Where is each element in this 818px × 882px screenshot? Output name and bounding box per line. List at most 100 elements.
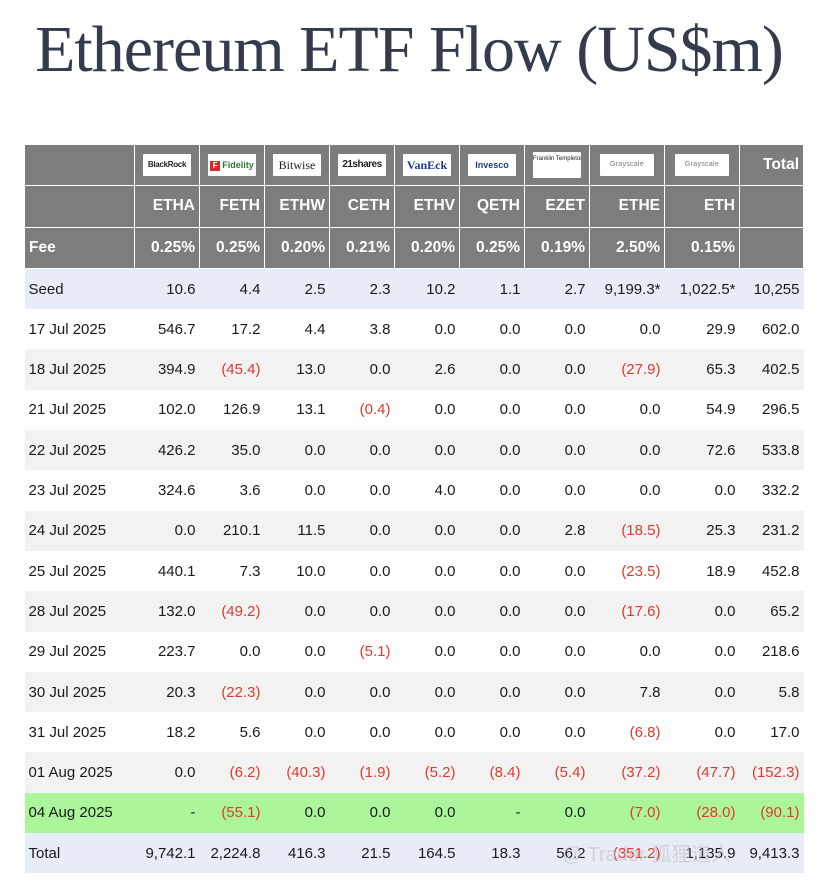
flow-cell: 440.1 (134, 550, 200, 592)
flow-cell: (37.2) (589, 752, 665, 793)
flow-cell: 10.0 (264, 550, 330, 592)
flow-cell: 0.0 (264, 591, 330, 632)
flow-cell: 0.0 (264, 470, 330, 511)
flow-cell: 324.6 (134, 470, 200, 511)
table-row: 28 Jul 2025 132.0 (49.2) 0.0 0.0 0.0 0.0 0.0 (17… (24, 591, 804, 632)
flow-cell: 0.0 (394, 389, 460, 431)
flow-cell: 0.0 (459, 389, 525, 431)
ticker-header: ETHW (264, 185, 330, 228)
row-label: Seed (24, 268, 135, 310)
table-row: 29 Jul 2025 223.7 0.0 0.0 (5.1) 0.0 0.0 0.0 0.0 0… (24, 631, 804, 672)
flow-cell: (6.2) (199, 752, 265, 793)
row-label: 30 Jul 2025 (24, 671, 135, 713)
flow-cell: 0.0 (394, 591, 460, 632)
flow-cell: 0.0 (524, 792, 590, 834)
flow-cell: 0.0 (459, 712, 525, 753)
flow-cell: (22.3) (199, 671, 265, 713)
flow-cell: 35.0 (199, 430, 265, 471)
flow-table-body: Seed 10.6 4.4 2.5 2.3 10.2 1.1 2.7 9,199.3* 1,022… (24, 268, 804, 874)
ticker-row: ETHA FETH ETHW CETH ETHV QETH EZET ETHE ETH (24, 185, 804, 228)
flow-cell: 4.4 (264, 309, 330, 350)
flow-cell: 20.3 (134, 671, 200, 713)
ticker-corner-cell (24, 185, 135, 228)
flow-cell: 0.0 (459, 309, 525, 350)
flow-cell: 5.6 (199, 712, 265, 753)
row-label: 18 Jul 2025 (24, 349, 135, 390)
flow-cell: 0.0 (264, 792, 330, 834)
flow-cell: 0.0 (664, 671, 740, 713)
table-row: 17 Jul 2025 546.7 17.2 4.4 3.8 0.0 0.0 0.0 0.0 29… (24, 309, 804, 350)
flow-cell: 13.1 (264, 389, 330, 431)
flow-cell: 0.0 (394, 510, 460, 551)
row-total-cell: 65.2 (739, 591, 804, 632)
flow-cell: (49.2) (199, 591, 265, 632)
flow-cell: 546.7 (134, 309, 200, 350)
fee-value: 2.50% (589, 226, 665, 269)
flow-cell: 54.9 (664, 389, 740, 431)
flow-cell: 416.3 (264, 833, 330, 874)
flow-cell: 0.0 (394, 631, 460, 672)
flow-cell: 0.0 (524, 591, 590, 632)
row-total-cell: 5.8 (739, 671, 804, 713)
table-row: 30 Jul 2025 20.3 (22.3) 0.0 0.0 0.0 0.0 0.0 7.8 0… (24, 671, 804, 713)
flow-cell: 4.4 (199, 268, 265, 310)
flow-cell: 2.7 (524, 268, 590, 310)
ticker-header: ETHV (394, 185, 460, 228)
flow-cell: (6.8) (589, 712, 665, 753)
row-label: 29 Jul 2025 (24, 631, 135, 672)
flow-cell: 18.2 (134, 712, 200, 753)
ticker-header: ETHA (134, 185, 200, 228)
flow-cell: 0.0 (329, 470, 395, 511)
issuer-logo-grayscale-eth: Grayscale (664, 143, 740, 187)
issuer-logo-fidelity: F Fidelity (199, 143, 265, 187)
flow-cell: 0.0 (524, 550, 590, 592)
issuer-logo-blackrock: BlackRock (134, 143, 200, 187)
row-total-cell: 452.8 (739, 550, 804, 592)
flow-cell: 0.0 (524, 389, 590, 431)
flow-cell: 0.0 (459, 510, 525, 551)
flow-cell: 2,224.8 (199, 833, 265, 874)
flow-cell: 0.0 (524, 712, 590, 753)
row-total-cell: (152.3) (739, 752, 804, 793)
row-label: 17 Jul 2025 (24, 309, 135, 350)
flow-cell: (40.3) (264, 752, 330, 793)
row-label: 28 Jul 2025 (24, 591, 135, 632)
flow-cell: 394.9 (134, 349, 200, 390)
flow-cell: 18.3 (459, 833, 525, 874)
table-row: 23 Jul 2025 324.6 3.6 0.0 0.0 4.0 0.0 0.0 0.0 0.0… (24, 470, 804, 511)
flow-cell: 0.0 (329, 349, 395, 390)
issuer-logo-franklin: Franklin Templeton (524, 143, 590, 187)
flow-cell: (5.2) (394, 752, 460, 793)
flow-cell: 0.0 (524, 349, 590, 390)
flow-cell: 0.0 (459, 349, 525, 390)
flow-cell: (5.1) (329, 631, 395, 672)
ticker-header: QETH (459, 185, 525, 228)
flow-cell: 21.5 (329, 833, 395, 874)
row-label: 21 Jul 2025 (24, 389, 135, 431)
flow-cell: 3.8 (329, 309, 395, 350)
flow-cell: 11.5 (264, 510, 330, 551)
issuer-logo-invesco: Invesco (459, 143, 525, 187)
row-total-cell: 533.8 (739, 430, 804, 471)
flow-cell: 10.2 (394, 268, 460, 310)
row-total-cell: 9,413.3 (739, 833, 804, 874)
issuer-corner-cell (24, 143, 135, 187)
flow-cell: 132.0 (134, 591, 200, 632)
row-total-cell: 10,255 (739, 268, 804, 310)
flow-cell: 210.1 (199, 510, 265, 551)
row-label: Total (24, 833, 135, 874)
flow-cell: 0.0 (329, 550, 395, 592)
issuer-logo-grayscale-ethe: Grayscale (589, 143, 665, 187)
table-row: 31 Jul 2025 18.2 5.6 0.0 0.0 0.0 0.0 0.0 (6.8) 0.… (24, 712, 804, 753)
flow-cell: 10.6 (134, 268, 200, 310)
table-row: 04 Aug 2025- (55.1) 0.0 0.0 0.0-0.0 (7.0) (28.… (24, 792, 804, 834)
flow-cell: 3.6 (199, 470, 265, 511)
row-label: 01 Aug 2025 (24, 752, 135, 793)
flow-cell: 7.3 (199, 550, 265, 592)
flow-cell: 1.1 (459, 268, 525, 310)
ticker-header: FETH (199, 185, 265, 228)
row-total-cell: 17.0 (739, 712, 804, 753)
etf-flow-table: BlackRock F Fidelity Bitwise 21shares Van… (24, 143, 804, 874)
flow-cell: 0.0 (394, 671, 460, 713)
row-label: 23 Jul 2025 (24, 470, 135, 511)
